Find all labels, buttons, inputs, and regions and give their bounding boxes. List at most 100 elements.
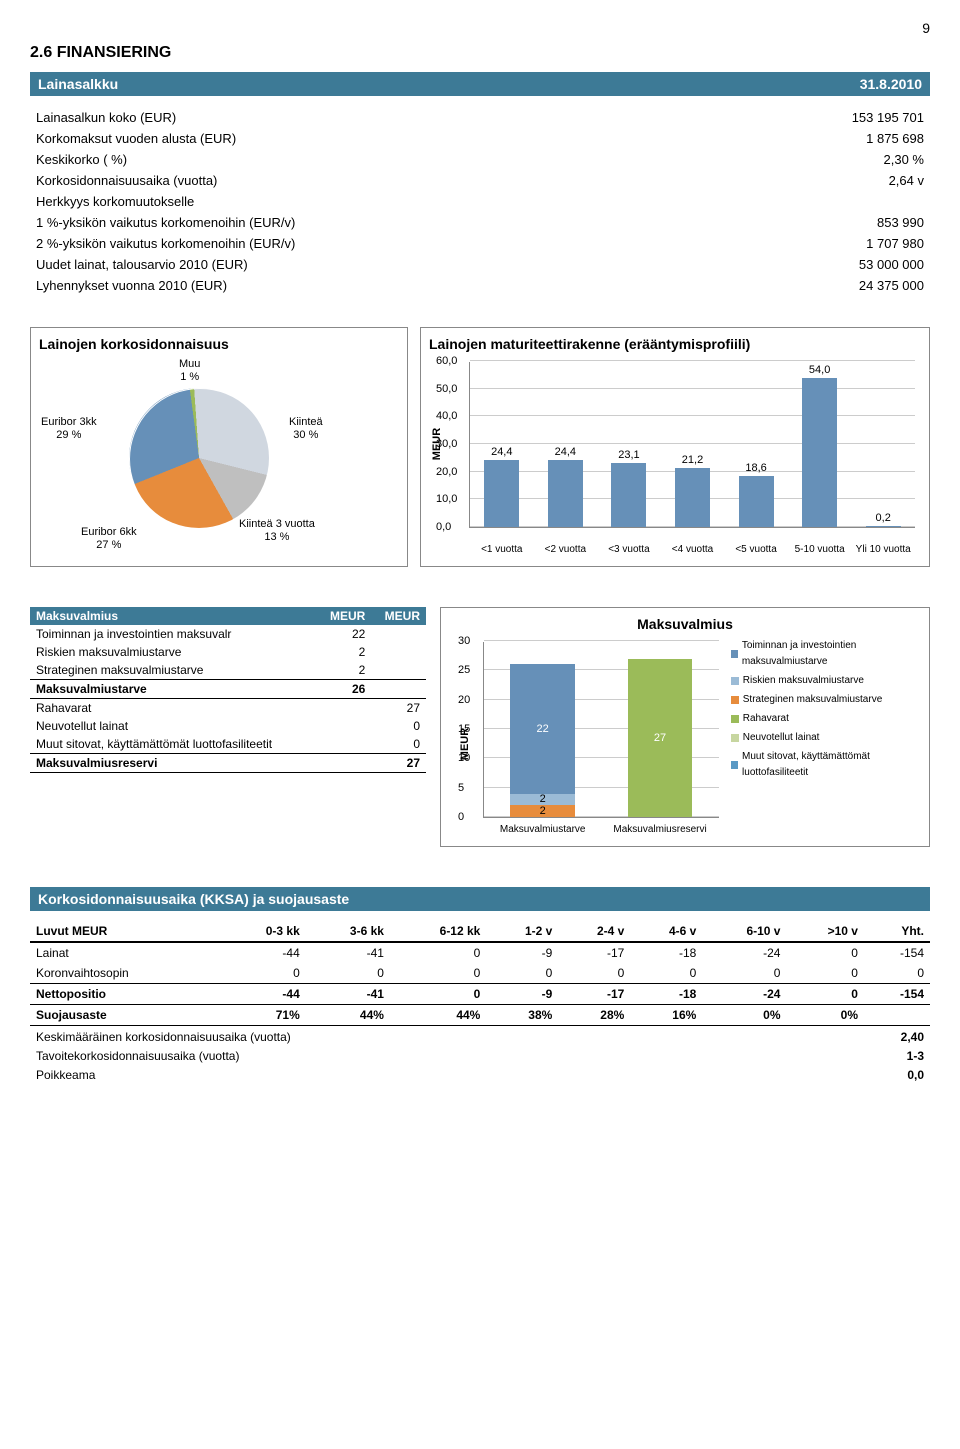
bar-chart-box: Lainojen maturiteettirakenne (erääntymis…: [420, 327, 930, 567]
bar-ytick: 50,0: [436, 383, 457, 395]
mv-ytick: 15: [458, 723, 470, 735]
kksa-cell: 0%: [702, 1005, 786, 1026]
pie-slice-label: Kiinteä 3 vuotta13 %: [239, 518, 315, 544]
kksa-row-label: Lainat: [30, 942, 222, 963]
mv-sub1-c2: [371, 680, 426, 699]
legend-swatch: [731, 677, 739, 685]
kv-label: Lyhennykset vuonna 2010 (EUR): [32, 276, 720, 295]
kksa-cell: -9: [486, 942, 558, 963]
kksa-cell: 0: [786, 963, 864, 984]
mv-sub1-c1: 26: [317, 680, 372, 699]
legend-label: Rahavarat: [743, 711, 789, 727]
kksa-cell: -41: [306, 942, 390, 963]
bar-value-label: 24,4: [491, 446, 512, 458]
kv-value: 853 990: [722, 213, 928, 232]
kksa-footer: Keskimääräinen korkosidonnaisuusaika (vu…: [30, 1028, 930, 1085]
bar-ytick: 60,0: [436, 355, 457, 367]
kksa-cell: 0%: [786, 1005, 864, 1026]
kv-label: 1 %-yksikön vaikutus korkomenoihin (EUR/…: [32, 213, 720, 232]
kksa-col: 2-4 v: [558, 921, 630, 942]
mv-ytick: 0: [458, 811, 464, 823]
legend-swatch: [731, 696, 739, 704]
bar: [611, 463, 646, 527]
bar-value-label: 21,2: [682, 454, 703, 466]
mv-row-c1: 22: [317, 625, 372, 643]
bar-value-label: 0,2: [876, 512, 891, 524]
kksa-foot-value: 0,0: [825, 1066, 930, 1085]
kv-label: Korkosidonnaisuusaika (vuotta): [32, 171, 720, 190]
kksa-cell: -44: [222, 984, 306, 1005]
kksa-cell: 71%: [222, 1005, 306, 1026]
mv-ytick: 25: [458, 664, 470, 676]
kksa-cell: -17: [558, 942, 630, 963]
kksa-cell: 0: [390, 963, 486, 984]
mv-row-c2: 0: [371, 717, 426, 735]
mv-title: Maksuvalmius: [30, 607, 317, 625]
bar-ytick: 0,0: [436, 521, 451, 533]
bar-xlabel: 5-10 vuotta: [790, 544, 850, 555]
legend-item: Muut sitovat, käyttämättömät luottofasil…: [731, 749, 921, 781]
mv-sub2-label: Maksuvalmiusreservi: [30, 754, 317, 773]
kksa-header: Korkosidonnaisuusaika (KKSA) ja suojausa…: [30, 887, 930, 911]
mv-unit: MEUR: [317, 607, 372, 625]
legend-item: Neuvotellut lainat: [731, 730, 921, 746]
kksa-cell: 0: [786, 984, 864, 1005]
kv-label: 2 %-yksikön vaikutus korkomenoihin (EUR/…: [32, 234, 720, 253]
kksa-cell: -18: [630, 984, 702, 1005]
bar-xlabel: <2 vuotta: [535, 544, 595, 555]
stack-label: 22: [537, 723, 549, 735]
kv-label: Herkkyys korkomuutokselle: [32, 192, 720, 211]
mv-ytick: 5: [458, 782, 464, 794]
bar: [548, 460, 583, 528]
bar-ytick: 10,0: [436, 493, 457, 505]
bar: [484, 460, 519, 528]
kksa-row-label: Nettopositio: [30, 984, 222, 1005]
kksa-row-label: Suojausaste: [30, 1005, 222, 1026]
kksa-foot-label: Poikkeama: [30, 1066, 825, 1085]
kksa-cell: 0: [390, 984, 486, 1005]
kv-value: 1 707 980: [722, 234, 928, 253]
kksa-cell: 44%: [390, 1005, 486, 1026]
mv-row-label: Riskien maksuvalmiustarve: [30, 643, 317, 661]
kksa-cell: 38%: [486, 1005, 558, 1026]
legend-label: Toiminnan ja investointien maksuvalmiust…: [742, 638, 921, 670]
mv-row-label: Muut sitovat, käyttämättömät luottofasil…: [30, 735, 317, 754]
mv-unit2: MEUR: [371, 607, 426, 625]
pie-slice-label: Euribor 6kk27 %: [81, 526, 137, 552]
kv-label: Korkomaksut vuoden alusta (EUR): [32, 129, 720, 148]
mv-chart-title: Maksuvalmius: [449, 616, 921, 632]
legend-swatch: [731, 734, 739, 742]
kv-label: Uudet lainat, talousarvio 2010 (EUR): [32, 255, 720, 274]
kksa-cell: -41: [306, 984, 390, 1005]
mv-row-c1: [317, 735, 372, 754]
kksa-col: Yht.: [864, 921, 930, 942]
stack-label: 27: [654, 732, 666, 744]
mv-row-c1: [317, 717, 372, 735]
bar-value-label: 24,4: [555, 446, 576, 458]
kksa-cell: -44: [222, 942, 306, 963]
mv-row-label: Rahavarat: [30, 699, 317, 718]
mv-xlabel: Maksuvalmiusreservi: [613, 824, 706, 835]
kksa-cell: -154: [864, 942, 930, 963]
legend-item: Toiminnan ja investointien maksuvalmiust…: [731, 638, 921, 670]
kv-value: [722, 192, 928, 211]
bar-value-label: 54,0: [809, 364, 830, 376]
legend-swatch: [731, 650, 738, 658]
kksa-cell: 0: [558, 963, 630, 984]
legend-item: Rahavarat: [731, 711, 921, 727]
mv-sub2-c1: [317, 754, 372, 773]
bar-xlabel: <3 vuotta: [599, 544, 659, 555]
mv-row-c1: [317, 699, 372, 718]
bar: [675, 468, 710, 527]
mv-ytick: 10: [458, 752, 470, 764]
bar: [739, 476, 774, 527]
maksuvalmius-table: Maksuvalmius MEUR MEUR Toiminnan ja inve…: [30, 607, 426, 773]
legend-swatch: [731, 761, 738, 769]
pie-chart-box: Lainojen korkosidonnaisuus Euribor 3kk29…: [30, 327, 408, 567]
legend-item: Strateginen maksuvalmiustarve: [731, 692, 921, 708]
legend-label: Neuvotellut lainat: [743, 730, 820, 746]
kksa-cell: -24: [702, 942, 786, 963]
kksa-foot-value: 1-3: [825, 1047, 930, 1066]
kksa-col: 1-2 v: [486, 921, 558, 942]
mv-ytick: 30: [458, 635, 470, 647]
